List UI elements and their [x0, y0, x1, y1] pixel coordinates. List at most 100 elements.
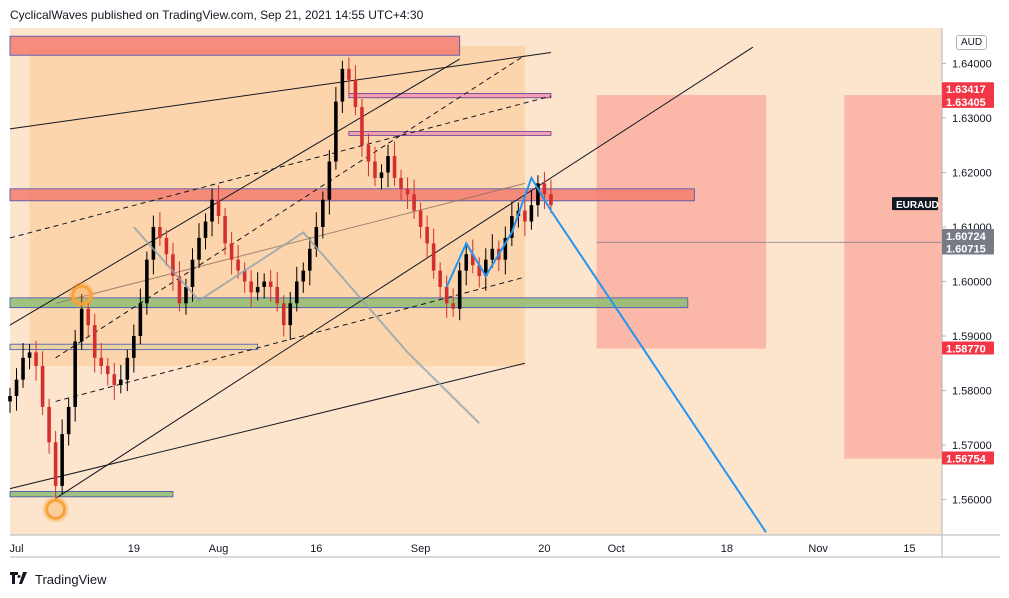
price-label-box: [892, 197, 938, 211]
tradingview-logo-icon: [10, 572, 30, 587]
candle-body: [34, 352, 38, 366]
candle-body: [177, 276, 182, 304]
candle-body: [86, 308, 91, 326]
candle-body: [451, 303, 455, 309]
candle-body: [138, 303, 143, 337]
candle-body: [125, 357, 130, 380]
candle-body: [268, 281, 273, 287]
trend-line-6: [55, 54, 526, 359]
candle-body: [262, 281, 266, 287]
candle-body: [73, 341, 77, 407]
candle-body: [275, 286, 280, 304]
candle-body: [216, 199, 221, 217]
trend-lines-layer: [9, 46, 754, 499]
candle-body: [105, 366, 110, 375]
candle-body: [53, 442, 58, 486]
candle-body: [301, 270, 306, 282]
pivot-marker-1: [71, 284, 93, 306]
price-label: 1.63417: [946, 84, 986, 96]
candle-body: [373, 161, 377, 178]
y-tick-label: 1.60000: [952, 277, 992, 289]
candle-body: [490, 248, 495, 260]
candle-body: [542, 183, 547, 195]
price-label-box: [942, 451, 994, 465]
pivot-marker-2: [45, 498, 67, 520]
candle-body: [405, 188, 410, 195]
candle-body: [477, 265, 482, 277]
price-label: 1.60724: [946, 231, 987, 243]
candle-body: [14, 379, 19, 396]
x-tick-label: Nov: [808, 543, 828, 555]
candle-body: [112, 374, 117, 386]
candle-body: [79, 308, 84, 342]
trend-line-5: [9, 95, 552, 239]
candle-body: [229, 243, 234, 260]
thin-zone-2: [348, 131, 552, 136]
candle-body: [203, 221, 208, 238]
candle-body: [470, 254, 475, 266]
candle-body: [412, 194, 416, 211]
x-tick-label: 18: [721, 543, 733, 555]
candle-body: [132, 336, 136, 358]
gray-wave-path: [133, 226, 480, 424]
blue-wave-path: [445, 175, 767, 533]
candle-body: [392, 156, 397, 178]
waves-layer: [42, 175, 767, 533]
trend-line-1: [9, 58, 460, 326]
candle-body: [40, 366, 45, 407]
candle-body: [444, 286, 449, 304]
candle-body: [158, 226, 162, 238]
candle-body: [210, 199, 214, 222]
candle-body: [145, 259, 149, 304]
candle-body: [418, 210, 423, 227]
candle-body: [549, 194, 553, 206]
x-tick-label: 20: [538, 543, 550, 555]
candle-body: [47, 406, 51, 443]
candle-body: [314, 226, 319, 249]
x-tick-label: Aug: [209, 543, 229, 555]
zones-layer: [9, 35, 942, 498]
resistance-zone-top: [9, 35, 461, 56]
currency-label[interactable]: AUD: [956, 35, 988, 50]
publisher-header: CyclicalWaves published on TradingView.c…: [10, 8, 424, 22]
candle-body: [340, 68, 345, 102]
candle-body: [503, 237, 508, 260]
candle-body: [92, 325, 97, 358]
candle-body: [99, 357, 104, 366]
y-tick-label: 1.62000: [952, 167, 992, 179]
candle-body: [223, 216, 227, 244]
candle-body: [457, 270, 462, 309]
candle-body: [334, 101, 338, 162]
trend-line-2: [9, 52, 552, 130]
candle-body: [308, 248, 312, 271]
price-label-box: [942, 229, 994, 243]
candle-body: [523, 210, 527, 222]
candle-body: [425, 226, 429, 244]
candle-body: [386, 156, 390, 173]
candle-body: [184, 286, 188, 304]
candle-body: [353, 79, 358, 108]
footer-brand: TradingView: [35, 572, 107, 587]
price-label: EURAUD: [896, 200, 939, 211]
candle-body: [347, 68, 351, 80]
price-label: 1.63405: [946, 97, 986, 109]
y-tick-label: 1.59000: [952, 331, 992, 343]
candle-body: [529, 205, 534, 222]
candle-body: [510, 216, 514, 238]
x-tick-label: Sep: [411, 543, 431, 555]
candle-body: [236, 259, 240, 271]
x-tick-label: Jul: [9, 543, 23, 555]
support-zone-bottom: [9, 490, 174, 498]
y-tick-label: 1.64000: [952, 58, 992, 70]
candle-body: [366, 145, 371, 162]
y-tick-label: 1.56000: [952, 495, 992, 507]
candle-body: [249, 281, 253, 293]
candle-body: [431, 243, 436, 271]
candle-body: [190, 259, 195, 287]
price-label-box: [942, 241, 994, 255]
target-zone-b: [844, 95, 942, 459]
candle-body: [483, 259, 488, 277]
price-label: 1.56754: [946, 453, 987, 465]
